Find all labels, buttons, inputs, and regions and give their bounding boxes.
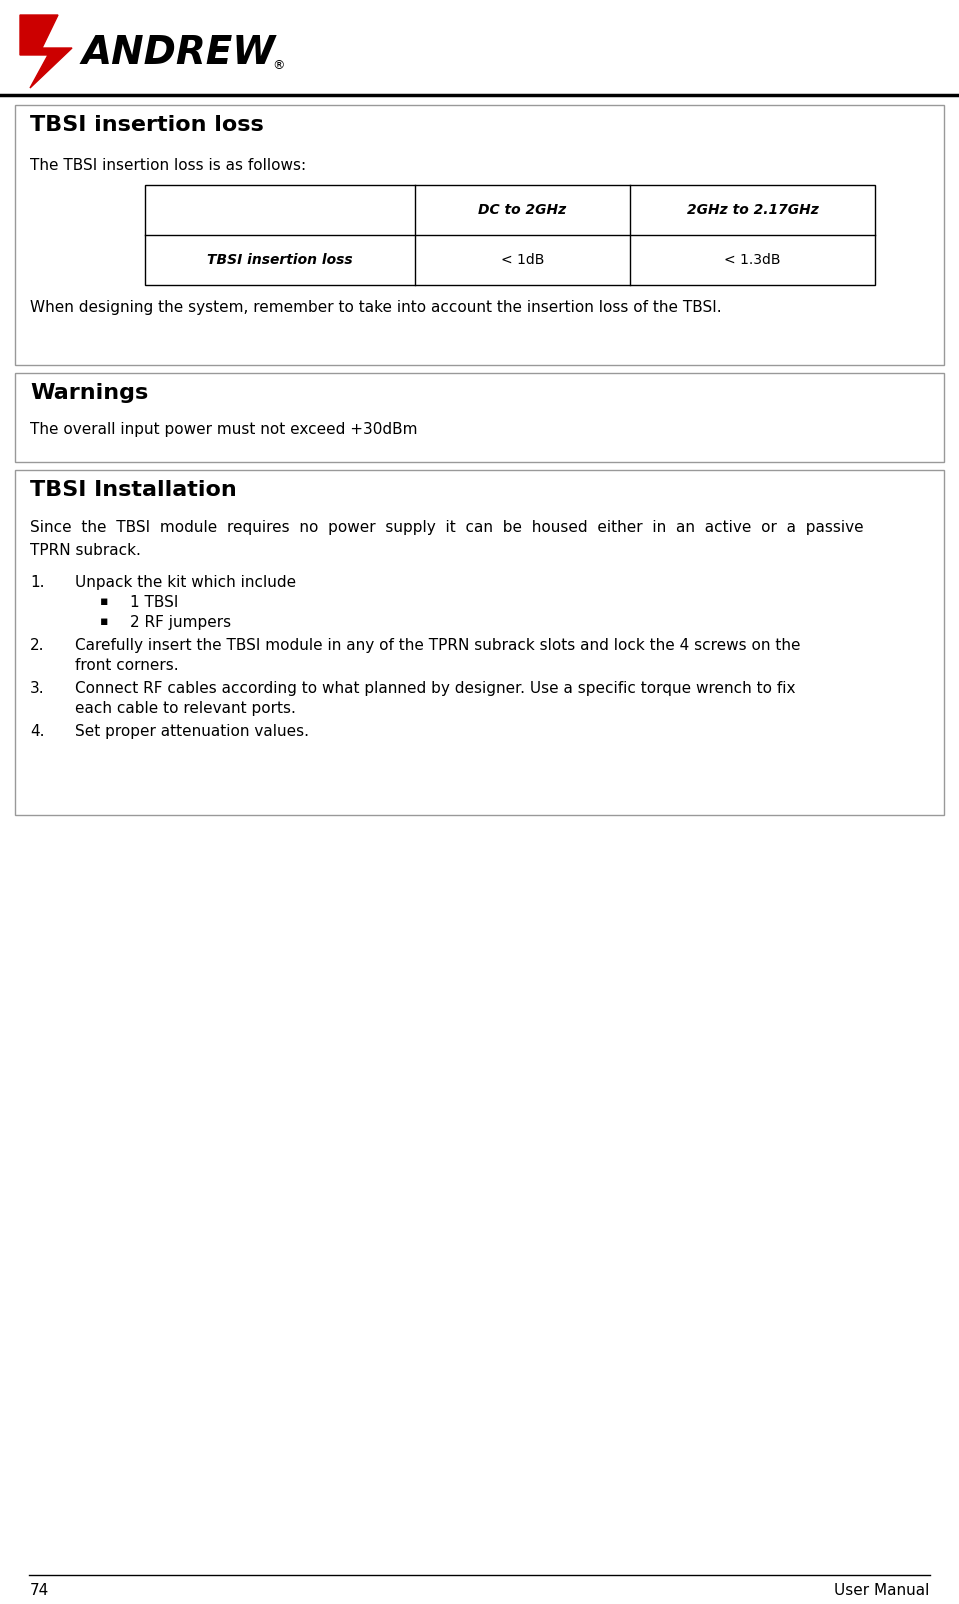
Text: DC to 2GHz: DC to 2GHz [479, 204, 567, 217]
Text: The overall input power must not exceed +30dBm: The overall input power must not exceed … [30, 422, 417, 436]
Text: each cable to relevant ports.: each cable to relevant ports. [75, 701, 296, 715]
Text: ▪: ▪ [100, 614, 108, 629]
Text: front corners.: front corners. [75, 658, 178, 674]
Bar [15, 374, 944, 462]
Text: User Manual: User Manual [833, 1583, 929, 1598]
Text: TPRN subrack.: TPRN subrack. [30, 544, 141, 558]
Text: Set proper attenuation values.: Set proper attenuation values. [75, 723, 309, 739]
Text: 2GHz to 2.17GHz: 2GHz to 2.17GHz [687, 204, 818, 217]
Text: Since  the  TBSI  module  requires  no  power  supply  it  can  be  housed  eith: Since the TBSI module requires no power … [30, 520, 864, 536]
Text: Unpack the kit which include: Unpack the kit which include [75, 574, 296, 590]
Text: ▪: ▪ [100, 595, 108, 608]
Text: < 1dB: < 1dB [501, 253, 544, 266]
Text: 1.: 1. [30, 574, 44, 590]
Text: < 1.3dB: < 1.3dB [724, 253, 781, 266]
Bar [15, 470, 944, 815]
Bar [145, 184, 875, 286]
Text: The TBSI insertion loss is as follows:: The TBSI insertion loss is as follows: [30, 159, 306, 173]
Polygon shape [20, 14, 72, 88]
Text: 3.: 3. [30, 682, 45, 696]
Text: 2 RF jumpers: 2 RF jumpers [130, 614, 231, 630]
Text: TBSI Installation: TBSI Installation [30, 480, 237, 500]
Text: ®: ® [272, 59, 285, 72]
Text: 2.: 2. [30, 638, 44, 653]
Text: 4.: 4. [30, 723, 44, 739]
Text: TBSI insertion loss: TBSI insertion loss [207, 253, 353, 266]
Bar [15, 104, 944, 366]
Text: TBSI insertion loss: TBSI insertion loss [30, 115, 264, 135]
Text: 74: 74 [30, 1583, 49, 1598]
Text: 1 TBSI: 1 TBSI [130, 595, 178, 610]
Text: Carefully insert the TBSI module in any of the TPRN subrack slots and lock the 4: Carefully insert the TBSI module in any … [75, 638, 801, 653]
Text: When designing the system, remember to take into account the insertion loss of t: When designing the system, remember to t… [30, 300, 721, 314]
Text: ANDREW: ANDREW [82, 34, 276, 72]
Text: Warnings: Warnings [30, 383, 149, 403]
Text: Connect RF cables according to what planned by designer. Use a specific torque w: Connect RF cables according to what plan… [75, 682, 796, 696]
